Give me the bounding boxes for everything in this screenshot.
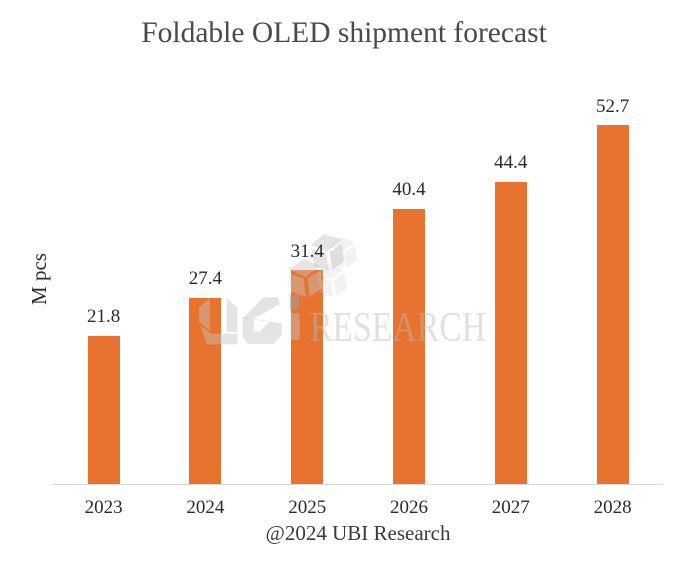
svg-text:RESEARCH: RESEARCH bbox=[310, 305, 486, 351]
